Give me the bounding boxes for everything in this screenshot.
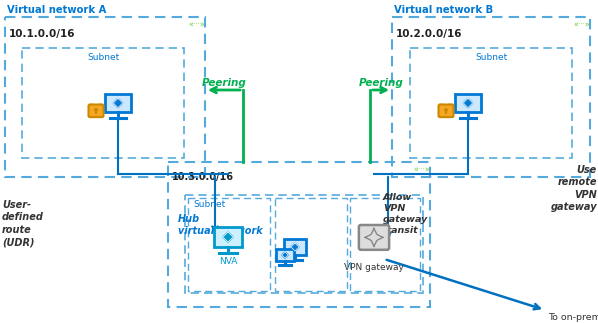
Text: NVA: NVA bbox=[219, 257, 237, 266]
Text: User-
defined
route
(UDR): User- defined route (UDR) bbox=[2, 200, 44, 247]
Polygon shape bbox=[113, 98, 123, 108]
Text: VPN gateway: VPN gateway bbox=[344, 263, 404, 272]
Text: 10.1.0.0/16: 10.1.0.0/16 bbox=[9, 29, 75, 39]
Text: Virtual network A: Virtual network A bbox=[7, 5, 106, 15]
FancyBboxPatch shape bbox=[105, 94, 131, 112]
FancyBboxPatch shape bbox=[89, 105, 103, 117]
Text: Virtual network B: Virtual network B bbox=[394, 5, 493, 15]
Polygon shape bbox=[223, 232, 233, 242]
Polygon shape bbox=[291, 243, 299, 251]
Text: Subnet: Subnet bbox=[87, 53, 119, 62]
Text: «···»: «···» bbox=[573, 21, 590, 30]
Text: Allow
VPN
gateway
transit: Allow VPN gateway transit bbox=[383, 193, 428, 235]
Text: Peering: Peering bbox=[202, 78, 246, 88]
FancyBboxPatch shape bbox=[438, 105, 453, 117]
Bar bbox=[5, 17, 205, 177]
Text: Peering: Peering bbox=[359, 78, 404, 88]
Text: Subnet: Subnet bbox=[475, 53, 507, 62]
Bar bbox=[350, 198, 420, 291]
Text: «···»: «···» bbox=[413, 166, 430, 175]
Text: To on-premises: To on-premises bbox=[548, 313, 598, 322]
Polygon shape bbox=[282, 252, 288, 258]
Text: Subnet: Subnet bbox=[193, 200, 225, 209]
FancyBboxPatch shape bbox=[359, 225, 389, 250]
Text: Hub
virtual network: Hub virtual network bbox=[178, 214, 263, 235]
Text: Use
remote
VPN
gateway: Use remote VPN gateway bbox=[550, 165, 597, 212]
Circle shape bbox=[95, 109, 97, 111]
Bar bbox=[185, 195, 423, 293]
FancyBboxPatch shape bbox=[276, 248, 294, 262]
FancyBboxPatch shape bbox=[455, 94, 481, 112]
FancyBboxPatch shape bbox=[214, 227, 242, 247]
Bar bbox=[22, 48, 184, 158]
Bar bbox=[392, 17, 590, 177]
Text: «···»: «···» bbox=[188, 21, 205, 30]
Bar bbox=[275, 198, 347, 291]
Text: 10.2.0.0/16: 10.2.0.0/16 bbox=[396, 29, 462, 39]
Bar bbox=[188, 198, 270, 291]
FancyBboxPatch shape bbox=[284, 239, 306, 255]
Text: 10.3.0.0/16: 10.3.0.0/16 bbox=[172, 172, 234, 182]
Circle shape bbox=[445, 109, 447, 111]
Bar bbox=[410, 48, 572, 158]
Polygon shape bbox=[463, 98, 472, 108]
Bar bbox=[168, 162, 430, 307]
